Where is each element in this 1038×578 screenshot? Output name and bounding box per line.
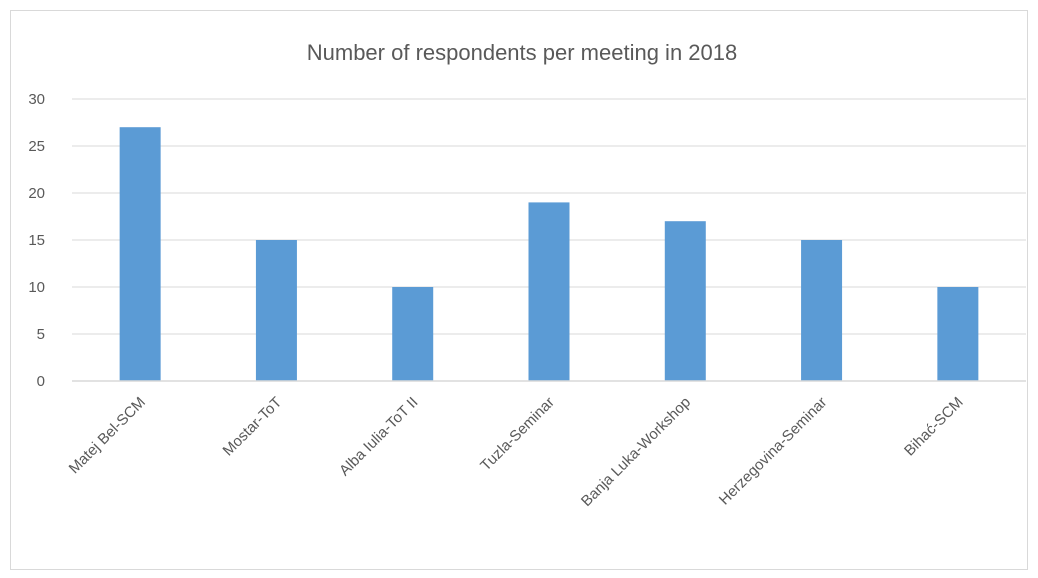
x-tick-label: Matej Bel-SCM <box>66 394 149 477</box>
x-tick-label: Banja Luka-Workshop <box>578 394 694 510</box>
bar <box>255 240 297 381</box>
x-tick-label: Bihać-SCM <box>901 394 967 460</box>
y-tick-label: 15 <box>28 232 45 249</box>
chart-frame <box>10 10 1028 570</box>
bar <box>664 221 706 381</box>
y-axis-ticks: 0 5 10 15 20 25 30 <box>28 91 45 390</box>
x-tick-label: Mostar-ToT <box>220 394 286 460</box>
y-tick-label: 0 <box>37 373 45 390</box>
bars <box>119 127 979 381</box>
bar <box>528 202 570 381</box>
x-tick-label: Tuzla-Seminar <box>477 394 558 475</box>
x-tick-label: Herzegovina-Seminar <box>716 394 831 509</box>
bar <box>801 240 843 381</box>
bar <box>119 127 161 381</box>
bar <box>937 287 979 381</box>
gridlines <box>72 98 1026 335</box>
x-tick-label: Alba Iulia-ToT II <box>336 394 422 480</box>
y-tick-label: 30 <box>28 91 45 108</box>
y-tick-label: 5 <box>37 326 45 343</box>
x-axis-labels: Matej Bel-SCM Mostar-ToT Alba Iulia-ToT II… <box>66 394 967 510</box>
y-tick-label: 10 <box>28 279 45 296</box>
y-tick-label: 25 <box>28 138 45 155</box>
chart-title: Number of respondents per meeting in 201… <box>307 40 737 65</box>
bar <box>392 287 434 381</box>
y-tick-label: 20 <box>28 185 45 202</box>
